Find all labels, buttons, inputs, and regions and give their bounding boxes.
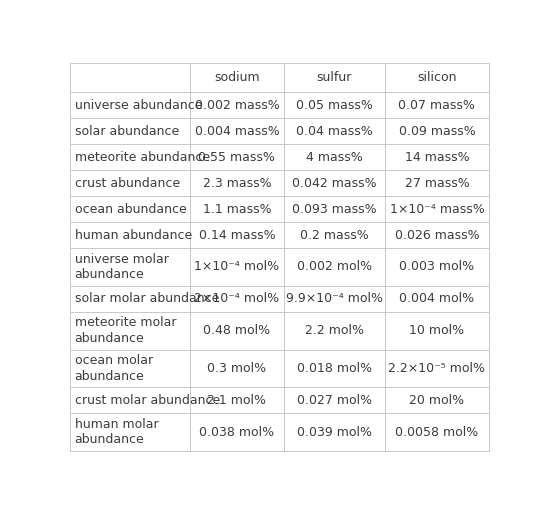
Text: crust abundance: crust abundance	[75, 177, 180, 190]
Text: 0.2 mass%: 0.2 mass%	[300, 229, 369, 242]
Text: meteorite molar
abundance: meteorite molar abundance	[75, 317, 176, 345]
Text: crust molar abundance: crust molar abundance	[75, 394, 220, 407]
Text: 0.04 mass%: 0.04 mass%	[296, 125, 373, 138]
Text: 0.48 mol%: 0.48 mol%	[203, 324, 270, 337]
Text: 0.039 mol%: 0.039 mol%	[297, 426, 372, 439]
Text: 0.038 mol%: 0.038 mol%	[199, 426, 275, 439]
Text: ocean abundance: ocean abundance	[75, 203, 186, 216]
Text: 10 mol%: 10 mol%	[410, 324, 465, 337]
Text: 0.14 mass%: 0.14 mass%	[199, 229, 275, 242]
Text: silicon: silicon	[417, 71, 456, 84]
Text: 14 mass%: 14 mass%	[405, 151, 469, 164]
Text: 1.1 mass%: 1.1 mass%	[203, 203, 271, 216]
Text: 27 mass%: 27 mass%	[405, 177, 470, 190]
Text: 0.05 mass%: 0.05 mass%	[296, 99, 373, 112]
Text: 2.2×10⁻⁵ mol%: 2.2×10⁻⁵ mol%	[388, 362, 485, 375]
Text: 20 mol%: 20 mol%	[410, 394, 465, 407]
Text: human molar
abundance: human molar abundance	[75, 418, 158, 446]
Text: solar abundance: solar abundance	[75, 125, 179, 138]
Text: 0.09 mass%: 0.09 mass%	[399, 125, 476, 138]
Text: 0.004 mass%: 0.004 mass%	[194, 125, 279, 138]
Text: 2.2 mol%: 2.2 mol%	[305, 324, 364, 337]
Text: 0.002 mass%: 0.002 mass%	[194, 99, 279, 112]
Text: human abundance: human abundance	[75, 229, 192, 242]
Text: 2.3 mass%: 2.3 mass%	[203, 177, 271, 190]
Text: 0.004 mol%: 0.004 mol%	[399, 292, 474, 305]
Text: sodium: sodium	[214, 71, 260, 84]
Text: 0.002 mol%: 0.002 mol%	[296, 261, 372, 273]
Text: 2.1 mol%: 2.1 mol%	[207, 394, 266, 407]
Text: 9.9×10⁻⁴ mol%: 9.9×10⁻⁴ mol%	[286, 292, 383, 305]
Text: meteorite abundance: meteorite abundance	[75, 151, 210, 164]
Text: universe molar
abundance: universe molar abundance	[75, 252, 169, 281]
Text: 1×10⁻⁴ mass%: 1×10⁻⁴ mass%	[389, 203, 484, 216]
Text: 0.042 mass%: 0.042 mass%	[292, 177, 377, 190]
Text: 1×10⁻⁴ mol%: 1×10⁻⁴ mol%	[194, 261, 280, 273]
Text: sulfur: sulfur	[317, 71, 352, 84]
Text: 4 mass%: 4 mass%	[306, 151, 363, 164]
Text: 2×10⁻⁴ mol%: 2×10⁻⁴ mol%	[194, 292, 280, 305]
Text: 0.07 mass%: 0.07 mass%	[399, 99, 476, 112]
Text: 0.093 mass%: 0.093 mass%	[292, 203, 377, 216]
Text: 0.026 mass%: 0.026 mass%	[395, 229, 479, 242]
Text: 0.003 mol%: 0.003 mol%	[399, 261, 474, 273]
Text: ocean molar
abundance: ocean molar abundance	[75, 354, 153, 383]
Text: solar molar abundance: solar molar abundance	[75, 292, 219, 305]
Text: 0.55 mass%: 0.55 mass%	[198, 151, 275, 164]
Text: universe abundance: universe abundance	[75, 99, 202, 112]
Text: 0.3 mol%: 0.3 mol%	[207, 362, 266, 375]
Text: 0.018 mol%: 0.018 mol%	[296, 362, 372, 375]
Text: 0.0058 mol%: 0.0058 mol%	[395, 426, 478, 439]
Text: 0.027 mol%: 0.027 mol%	[296, 394, 372, 407]
